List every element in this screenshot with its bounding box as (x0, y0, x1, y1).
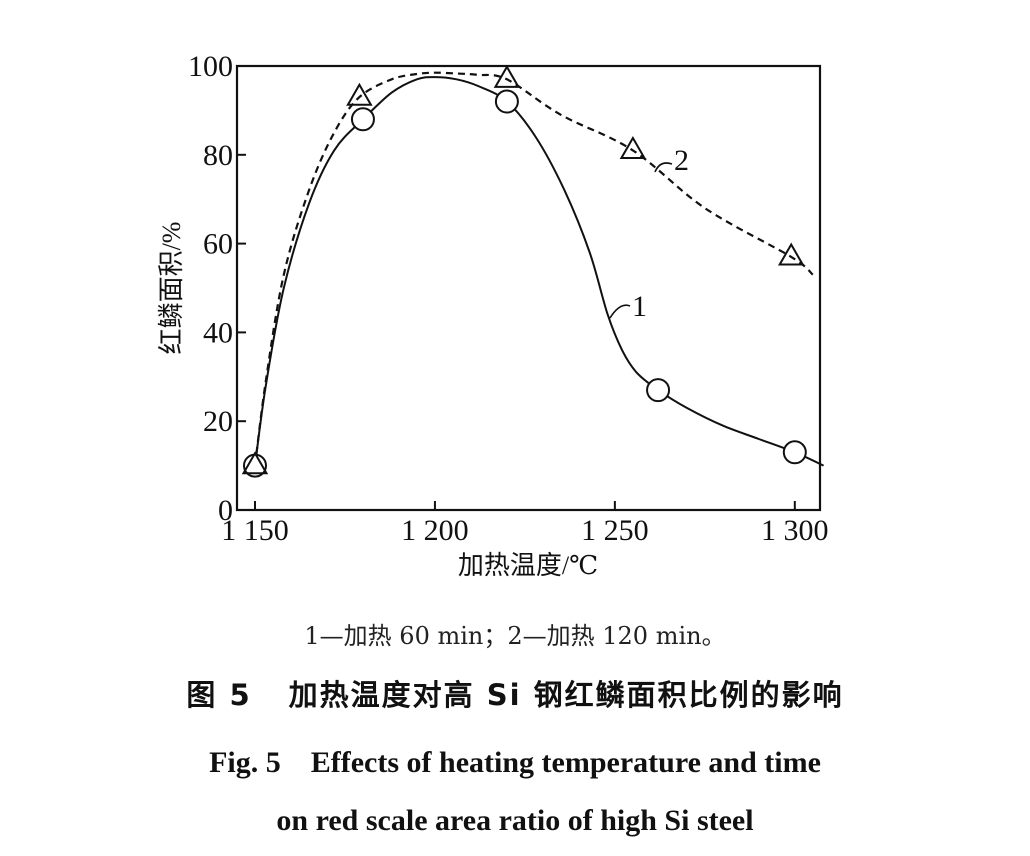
y-tick-label: 40 (203, 316, 233, 349)
y-axis-title: 红鳞面积/% (157, 222, 186, 355)
y-tick-label: 0 (218, 494, 233, 527)
series-1-point (494, 89, 519, 114)
plot-frame (235, 64, 822, 512)
curve-labels: 2 1 (609, 144, 689, 323)
curve-2-label: 2 (674, 144, 689, 177)
axis-ticks: 0 20 40 60 80 100 1 150 1 200 1 250 1 300 (188, 50, 829, 547)
series-2-point (241, 451, 269, 475)
x-tick-label: 1 200 (401, 514, 469, 547)
caption-cn-title: 加热温度对高 Si 钢红鳞面积比例的影响 (288, 678, 844, 712)
x-tick-label: 1 300 (761, 514, 829, 547)
caption-en-line1: Effects of heating temperature and time (310, 746, 821, 779)
series-2-line (253, 71, 814, 466)
caption-en-fig-label: Fig. 5 (209, 746, 281, 779)
data-curves (253, 71, 825, 467)
x-tick-label: 1 150 (221, 514, 289, 547)
series-legend-caption: 1—加热 60 min；2—加热 120 min。 (304, 622, 726, 650)
data-markers (241, 64, 807, 478)
curve-1-label: 1 (632, 290, 647, 323)
y-tick-label: 60 (203, 228, 233, 261)
series-2-point (493, 64, 521, 88)
series-1-point (782, 440, 807, 465)
caption-cn-fig-label: 图 5 (186, 678, 252, 712)
line-chart: 0 20 40 60 80 100 1 150 1 200 1 250 1 300 2 1 加热温… (157, 50, 829, 580)
curve-2-leader (654, 162, 673, 173)
caption-en-line2: on red scale area ratio of high Si steel (276, 804, 754, 837)
series-2-point (619, 135, 647, 159)
y-tick-label: 20 (203, 405, 233, 438)
y-tick-label: 100 (188, 50, 233, 83)
series-1-line (254, 76, 825, 467)
series-1-point (350, 107, 375, 132)
x-tick-label: 1 250 (581, 514, 649, 547)
x-axis-title: 加热温度/℃ (458, 551, 598, 580)
caption-english: Fig. 5 Effects of heating temperature an… (0, 734, 1030, 850)
series-1-point (646, 378, 671, 403)
y-tick-label: 80 (203, 139, 233, 172)
series-2-point (777, 242, 805, 266)
curve-1-leader (609, 304, 631, 319)
series-2-point (346, 82, 373, 106)
caption-chinese: 图 5 加热温度对高 Si 钢红鳞面积比例的影响 (0, 672, 1030, 714)
